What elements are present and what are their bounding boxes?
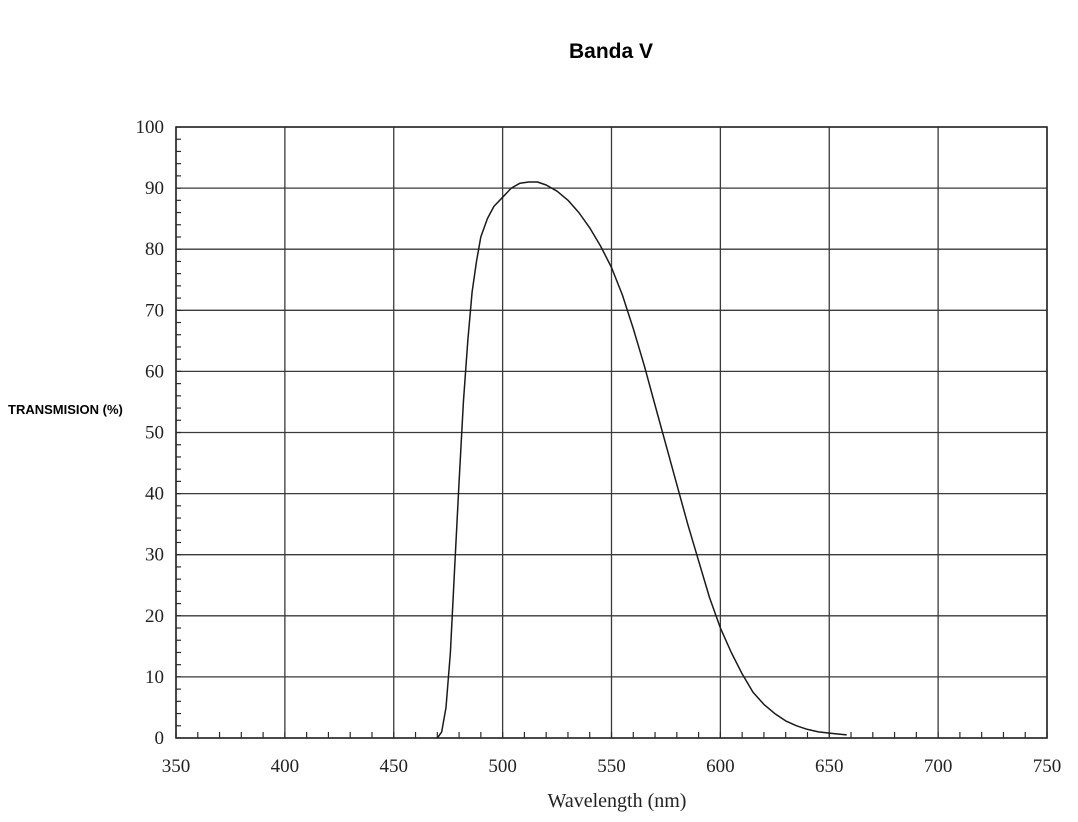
- chart-title: Banda V: [569, 40, 653, 63]
- y-tick-label: 100: [136, 117, 165, 138]
- series-layer: [436, 181, 847, 739]
- x-axis-label: Wavelength (nm): [548, 790, 687, 812]
- y-tick-label: 10: [145, 667, 164, 688]
- x-tick-label: 600: [706, 756, 735, 777]
- x-tick-label: 500: [488, 756, 517, 777]
- y-tick-label: 40: [145, 484, 164, 505]
- y-tick-label: 70: [145, 300, 164, 321]
- y-axis-label: TRANSMISION (%): [8, 402, 123, 417]
- x-tick-label: 750: [1033, 756, 1062, 777]
- y-tick-label: 80: [145, 239, 164, 260]
- x-tick-label: 550: [597, 756, 626, 777]
- y-tick-label: 90: [145, 178, 164, 199]
- tick-labels: 350 400 450 500 550 600 650 700 750 0 10 20 30 40 50 60…: [136, 117, 1062, 777]
- y-tick-label: 0: [155, 728, 165, 749]
- transmission-curve: [436, 181, 847, 739]
- x-tick-label: 650: [815, 756, 844, 777]
- y-tick-label: 20: [145, 606, 164, 627]
- grid: [175, 126, 1048, 739]
- x-tick-label: 700: [924, 756, 953, 777]
- y-tick-label: 60: [145, 361, 164, 382]
- plot-frame: [175, 126, 1048, 739]
- x-tick-label: 350: [162, 756, 191, 777]
- x-tick-label: 400: [271, 756, 300, 777]
- y-tick-label: 30: [145, 545, 164, 566]
- x-tick-label: 450: [380, 756, 409, 777]
- y-tick-label: 50: [145, 423, 164, 444]
